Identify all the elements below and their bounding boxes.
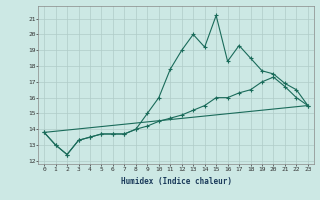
X-axis label: Humidex (Indice chaleur): Humidex (Indice chaleur) bbox=[121, 177, 231, 186]
